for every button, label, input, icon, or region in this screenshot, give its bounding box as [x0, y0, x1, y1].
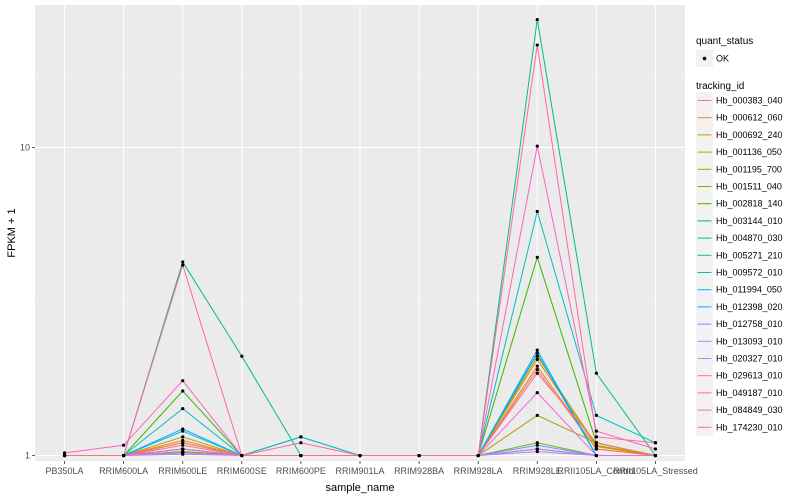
data-point — [594, 429, 598, 433]
data-point — [594, 441, 598, 445]
data-point — [122, 453, 126, 458]
data-point — [299, 435, 303, 439]
data-point — [535, 43, 539, 47]
data-point — [62, 451, 67, 455]
legend-label-color: Hb_011994_050 — [716, 285, 782, 295]
legend-label-color: Hb_013093_010 — [716, 336, 783, 346]
data-point — [535, 351, 539, 355]
data-point — [535, 413, 539, 417]
legend-label-color: Hb_009572_010 — [716, 268, 783, 278]
legend-label-color: Hb_000692_240 — [716, 130, 783, 140]
data-point — [535, 449, 539, 454]
x-tick-label: RRII105LA_Stressed — [613, 466, 698, 476]
legend-label-color: Hb_174230_010 — [716, 422, 783, 432]
data-point — [535, 348, 539, 352]
data-point — [535, 441, 539, 445]
grid-lines — [35, 5, 685, 461]
data-point — [181, 260, 185, 264]
x-tick-label: RRIM600LE — [158, 466, 207, 476]
data-point — [181, 451, 185, 455]
legend-label-color: Hb_004870_030 — [716, 233, 783, 243]
y-tick-label: 1 — [25, 451, 30, 461]
legend-label-shape: OK — [716, 54, 729, 64]
x-axis-title: sample_name — [325, 482, 394, 494]
data-point — [62, 453, 67, 458]
data-point — [535, 443, 539, 447]
data-points — [62, 18, 658, 458]
data-point — [476, 453, 480, 458]
data-point — [181, 441, 185, 445]
legend-label-color: Hb_001511_040 — [716, 182, 782, 192]
y-axis-title: FPKM + 1 — [6, 208, 18, 257]
data-point — [535, 144, 539, 148]
y-axis: 1 10 — [20, 142, 35, 461]
legend-label-color: Hb_000383_040 — [716, 96, 783, 106]
data-point — [181, 429, 185, 433]
legend-title-shape: quant_status — [696, 36, 753, 47]
legend-title-color: tracking_id — [696, 81, 744, 92]
data-point — [653, 441, 658, 445]
data-point — [240, 453, 244, 458]
x-tick-label: RRIM901LA — [335, 466, 384, 476]
data-point — [535, 371, 539, 375]
legend-label-color: Hb_001195_700 — [716, 164, 782, 174]
data-point — [181, 438, 185, 442]
data-point — [535, 357, 539, 362]
x-tick-label: RRIM600PE — [276, 466, 326, 476]
data-point — [299, 453, 303, 458]
x-tick-label: RRIM928BA — [394, 466, 444, 476]
data-point — [594, 435, 598, 439]
legend-label-color: Hb_084849_030 — [716, 405, 783, 415]
legend-label-color: Hb_003144_010 — [716, 216, 783, 226]
data-point — [594, 413, 598, 417]
data-point — [358, 453, 362, 458]
data-point — [122, 443, 126, 447]
data-point — [181, 435, 185, 439]
data-point — [181, 407, 185, 411]
data-point — [181, 263, 185, 267]
x-tick-label: RRII105LA_Control — [557, 466, 635, 476]
data-point — [181, 379, 185, 383]
legend-label-color: Hb_002818_140 — [716, 199, 783, 209]
legend-label-color: Hb_012758_010 — [716, 319, 783, 329]
x-tick-label: RRIM600LA — [99, 466, 148, 476]
data-point — [181, 427, 185, 431]
data-point — [653, 447, 658, 451]
data-point — [535, 18, 539, 22]
legend-label-color: Hb_001136_050 — [716, 147, 782, 157]
data-point — [535, 255, 539, 259]
legend-label-color: Hb_029613_010 — [716, 371, 783, 381]
data-point — [594, 447, 598, 451]
data-point — [535, 391, 539, 395]
data-point — [535, 209, 539, 214]
y-tick-label: 10 — [20, 142, 30, 152]
legend: quant_status OK tracking_id Hb_000383_040 Hb… — [696, 36, 783, 436]
data-point — [594, 453, 598, 458]
data-point — [535, 354, 539, 358]
data-point — [299, 441, 303, 445]
data-point — [535, 368, 539, 372]
data-point — [535, 447, 539, 451]
legend-label-color: Hb_005271_210 — [716, 250, 783, 260]
data-point — [594, 371, 598, 375]
data-point — [240, 354, 244, 358]
legend-label-color: Hb_020327_010 — [716, 354, 783, 364]
legend-label-color: Hb_000612_060 — [716, 113, 783, 123]
x-tick-label: PB350LA — [46, 466, 84, 476]
x-tick-label: RRIM600SE — [217, 466, 267, 476]
data-point — [594, 443, 598, 447]
x-axis: PB350LA RRIM600LA RRIM600LE RRIM600SE RRIM60… — [46, 461, 698, 476]
x-tick-label: RRIM928LA — [454, 466, 503, 476]
data-point — [535, 364, 539, 368]
x-tick-label: RRIM928LE — [513, 466, 562, 476]
legend-label-color: Hb_049187_010 — [716, 388, 783, 398]
data-point — [181, 389, 185, 393]
data-point — [653, 453, 658, 458]
data-point — [181, 443, 185, 447]
legend-key-point — [702, 56, 707, 61]
data-point — [417, 453, 421, 458]
legend-label-color: Hb_012398_020 — [716, 302, 783, 312]
data-point — [181, 447, 185, 451]
